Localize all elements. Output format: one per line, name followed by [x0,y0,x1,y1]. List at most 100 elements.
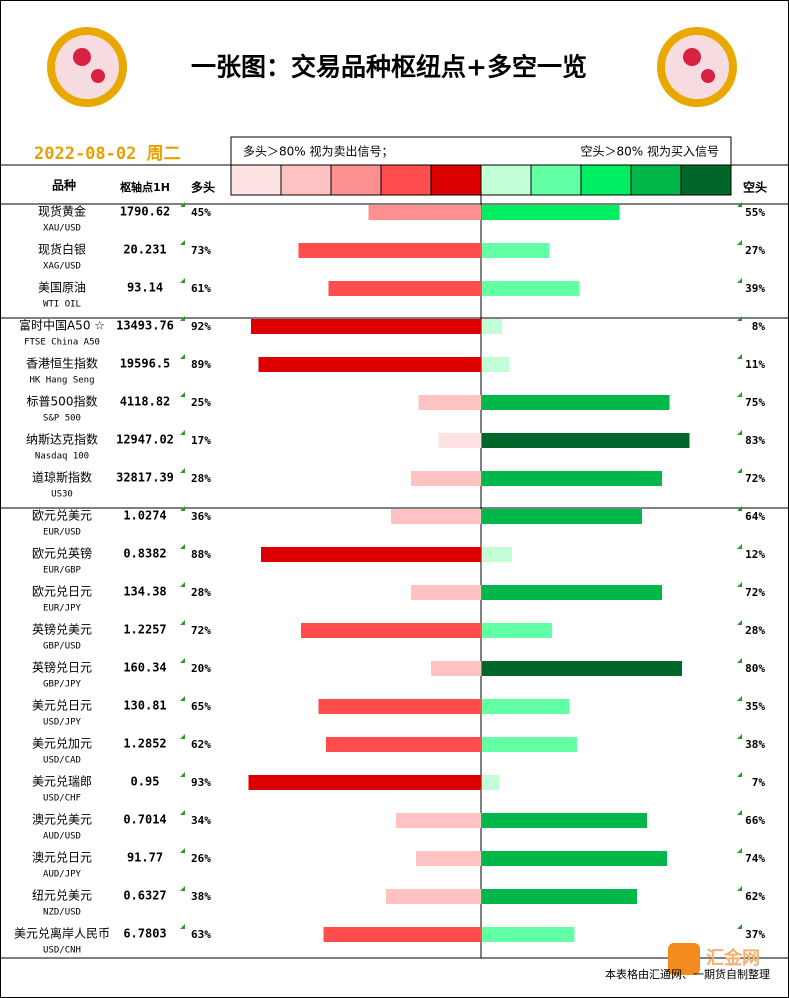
watermark-icon [668,943,700,975]
row-code: USD/JPY [43,718,82,728]
legend-long: 多头＞80% 视为卖出信号； [243,144,394,159]
marker [180,886,185,891]
date: 2022-08-02 周二 [34,144,181,164]
long-label: 17% [191,434,211,447]
pivot: 6.7803 [123,927,166,941]
long-label: 65% [191,700,211,713]
long-label: 26% [191,852,211,865]
pivot: 12947.02 [116,433,174,447]
pivot: 160.34 [123,661,166,675]
short-label: 8% [752,320,766,333]
legend-short: 空头＞80% 视为买入信号 [581,144,720,159]
legend-swatch [630,164,682,196]
row-name: 英镑兑美元 [32,622,92,637]
pivot: 0.6327 [123,889,166,903]
logo-right [657,27,737,107]
long-label: 61% [191,282,211,295]
row-code: GBP/JPY [43,680,82,690]
long-label: 62% [191,738,211,751]
short-bar [482,699,570,714]
marker [180,392,185,397]
pivot: 1.2852 [123,737,166,751]
long-label: 63% [191,928,211,941]
pivot: 20.231 [123,243,166,257]
pivot: 0.8382 [123,547,166,561]
marker [737,734,742,739]
marker [180,582,185,587]
row-code: AUD/USD [43,832,81,842]
marker [180,278,185,283]
long-bar [261,547,481,562]
long-bar [368,205,481,220]
short-bar [482,281,580,296]
short-label: 35% [745,700,765,713]
marker [180,658,185,663]
marker [737,354,742,359]
row-name: 美元兑加元 [32,737,92,751]
col-name: 品种 [52,178,76,193]
pivot: 32817.39 [116,471,174,485]
row-code: USD/CNH [43,946,81,956]
short-label: 38% [745,738,765,751]
col-pivot: 枢轴点1H [120,180,170,194]
pivot: 13493.76 [116,319,174,333]
marker [180,620,185,625]
pivot: 1790.62 [120,205,171,219]
short-label: 12% [745,548,765,561]
short-bar [482,547,512,562]
marker [180,696,185,701]
marker [737,278,742,283]
short-label: 7% [752,776,766,789]
marker [180,734,185,739]
short-label: 55% [745,206,765,219]
legend-swatch [330,164,382,196]
short-label: 80% [745,662,765,675]
long-bar [391,509,481,524]
legend-swatch [230,164,282,196]
title: 一张图：交易品种枢纽点+多空一览 [191,53,587,82]
row-code: XAG/USD [43,262,81,272]
col-long: 多头 [191,180,215,195]
marker [180,544,185,549]
row-name: 现货白银 [38,242,86,257]
row-code: US30 [51,490,73,500]
marker [737,886,742,891]
short-label: 37% [745,928,765,941]
long-bar [326,737,481,752]
short-label: 27% [745,244,765,257]
pivot: 0.95 [131,775,160,789]
marker [737,202,742,207]
pivot: 93.14 [127,281,163,295]
row-name: 英镑兑日元 [32,660,92,675]
row-name: 纳斯达克指数 [26,432,98,447]
long-label: 38% [191,890,211,903]
long-label: 34% [191,814,211,827]
marker [737,658,742,663]
short-label: 83% [745,434,765,447]
pivot: 19596.5 [120,357,171,371]
legend-swatch [430,164,482,196]
marker [737,696,742,701]
marker [180,848,185,853]
marker [737,316,742,321]
short-bar [482,357,510,372]
row-name: 标普500指数 [27,394,98,409]
col-short: 空头 [743,180,767,195]
marker [737,506,742,511]
long-label: 20% [191,662,211,675]
short-bar [482,661,682,676]
short-label: 75% [745,396,765,409]
marker [180,924,185,929]
row-name: 美元兑日元 [32,699,92,713]
long-bar [418,395,481,410]
long-label: 28% [191,586,211,599]
marker [737,772,742,777]
pivot: 1.2257 [123,623,166,637]
row-code: AUD/JPY [43,870,82,880]
short-bar [482,433,690,448]
long-bar [301,623,481,638]
marker [180,316,185,321]
pivot: 1.0274 [123,509,166,523]
marker [737,430,742,435]
marker [180,772,185,777]
